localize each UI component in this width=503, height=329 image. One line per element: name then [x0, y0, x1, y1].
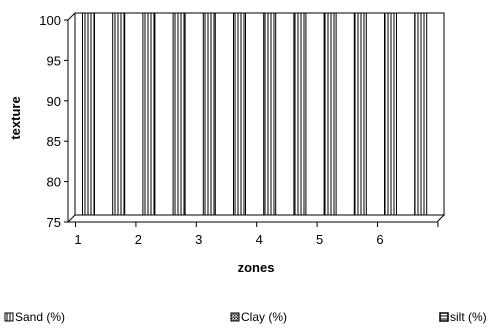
legend-item-clay: Clay (%): [230, 310, 287, 324]
bar-series-group: [82, 12, 428, 216]
bar-segment-sand: [384, 12, 397, 216]
bar-segment-sand: [112, 12, 126, 216]
bar-segment-sand: [172, 12, 186, 216]
x-tick-label: 1: [74, 232, 81, 247]
y-tick-label: 85: [47, 134, 61, 149]
bar-segment-sand: [293, 12, 307, 216]
legend-swatch-clay: [230, 312, 240, 322]
y-axis-title: texture: [8, 96, 23, 139]
y-tick-label: 100: [39, 13, 61, 28]
y-axis-side: [67, 12, 76, 21]
legend-item-silt: silt (%): [439, 310, 487, 324]
legend-item-sand: Sand (%): [4, 310, 65, 324]
bar-segment-sand: [142, 12, 156, 216]
legend-swatch-silt: [439, 312, 449, 322]
bar-segment-sand: [202, 12, 216, 216]
y-axis-ticks: 75 80 85 90 95 100: [39, 13, 68, 230]
x-tick-label: 6: [376, 232, 383, 247]
bar-segment-sand: [414, 12, 428, 216]
y-tick-label: 90: [47, 94, 61, 109]
plot-floor: [66, 214, 446, 223]
bar-segment-sand: [263, 12, 277, 216]
y-tick-label: 95: [47, 53, 61, 68]
x-axis-ticks: 1 2 3 4 5 6: [74, 222, 439, 247]
plot-frame: [66, 12, 446, 223]
legend: Sand (%) Clay (%) silt (%): [4, 310, 487, 324]
x-axis-title: zones: [238, 260, 275, 275]
bar-segment-sand: [82, 12, 95, 216]
x-tick-label: 4: [256, 232, 263, 247]
legend-swatch-sand: [4, 312, 14, 322]
legend-label-sand: Sand (%): [15, 310, 65, 324]
bar-segment-sand: [323, 12, 337, 216]
bar-segment-sand: [353, 12, 367, 216]
y-tick-label: 75: [47, 215, 61, 230]
y-tick-label: 80: [47, 175, 61, 190]
bar-segment-sand: [233, 12, 246, 216]
x-tick-label: 3: [195, 232, 202, 247]
legend-label-clay: Clay (%): [241, 310, 287, 324]
x-tick-label: 5: [316, 232, 323, 247]
legend-label-silt: silt (%): [450, 310, 487, 324]
x-tick-label: 2: [135, 232, 142, 247]
